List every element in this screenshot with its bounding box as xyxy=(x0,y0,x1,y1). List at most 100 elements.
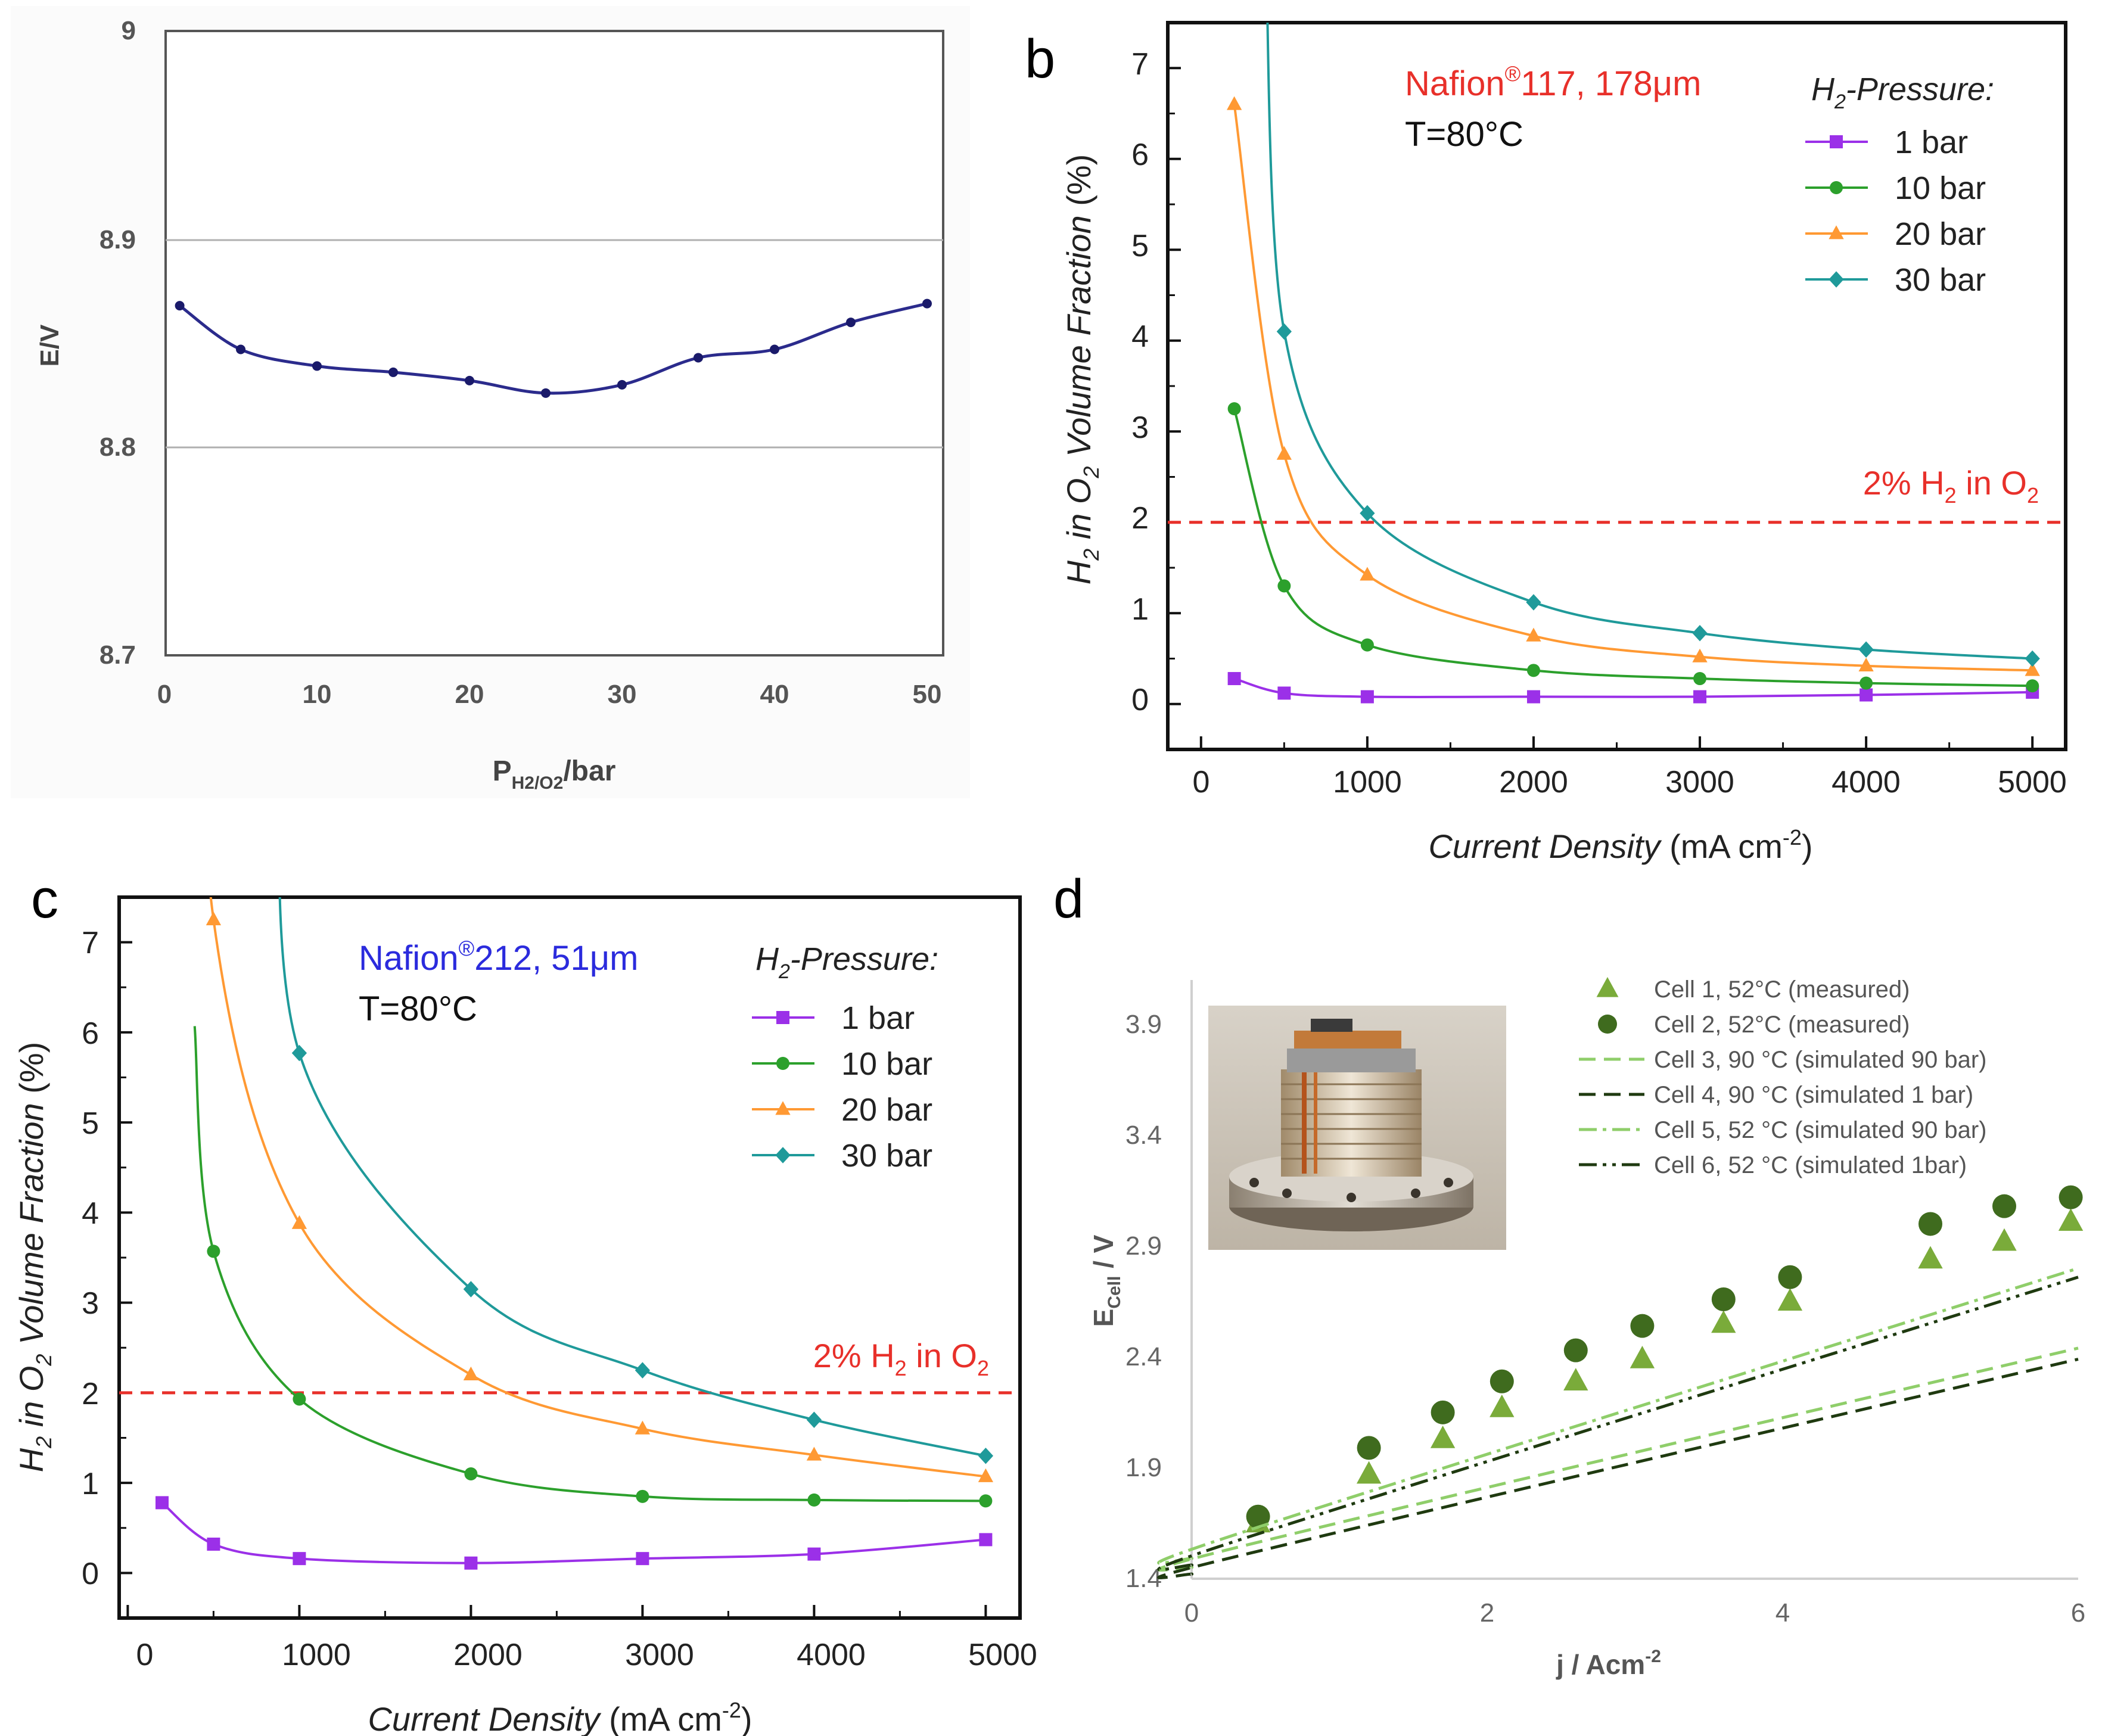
data-point-20-bar xyxy=(291,1215,307,1229)
data-point-30-bar xyxy=(291,1044,307,1062)
x-tick-label: 2000 xyxy=(453,1638,523,1672)
data-point-cell-1 xyxy=(1563,1368,1588,1391)
x-tick-label: 30 xyxy=(608,680,637,709)
x-tick-label: 5000 xyxy=(1998,765,2067,799)
data-point-10-bar xyxy=(636,1489,649,1503)
x-tick-label: 4 xyxy=(1775,1598,1790,1628)
data-point-20-bar xyxy=(1276,446,1292,460)
x-tick-label: 0 xyxy=(1193,765,1210,799)
legend-marker xyxy=(775,1101,791,1115)
legend-title-c: H2-Pressure: xyxy=(755,941,938,983)
data-point-30-bar xyxy=(1692,625,1708,642)
series-line-cell-6 xyxy=(1157,1275,2079,1572)
data-point xyxy=(770,344,779,354)
data-point-20-bar xyxy=(1360,567,1375,581)
x-axis-label-d: j / Acm-2 xyxy=(1556,1647,1661,1680)
data-point-cell-1 xyxy=(1992,1228,2017,1251)
legend-label: 1 bar xyxy=(1895,125,1968,160)
data-point xyxy=(175,301,185,311)
data-point xyxy=(312,361,322,371)
data-point-30-bar xyxy=(806,1411,822,1428)
y-tick-label: 2 xyxy=(82,1377,99,1411)
data-point-cell-1 xyxy=(1918,1246,1943,1269)
legend-title-b: H2-Pressure: xyxy=(1811,71,1994,113)
y-axis-label-d: ECell / V xyxy=(1088,1234,1124,1327)
data-point-1-bar xyxy=(979,1533,993,1547)
legend-label: Cell 6, 52 °C (simulated 1bar) xyxy=(1654,1152,1967,1178)
legend-label: Cell 1, 52°C (measured) xyxy=(1654,976,1910,1003)
x-tick-label: 2000 xyxy=(1499,765,1568,799)
y-tick-labels-b: 0 1 2 3 4 5 6 7 xyxy=(1131,47,1149,717)
x-tick-label: 0 xyxy=(136,1638,154,1672)
data-point-10-bar xyxy=(1227,402,1241,416)
plot-frame-a xyxy=(164,30,944,657)
data-point-cell-1 xyxy=(1490,1394,1515,1417)
y-tick-label: 5 xyxy=(1131,229,1149,263)
series-line-1-bar xyxy=(161,1501,986,1564)
data-point-1-bar xyxy=(1277,686,1291,700)
data-point-cell-2 xyxy=(1778,1265,1802,1289)
x-tick-label: 3000 xyxy=(625,1638,694,1672)
data-point-cell-1 xyxy=(2058,1208,2084,1231)
series-line-20-bar xyxy=(1233,104,2033,672)
data-point-1-bar xyxy=(1227,672,1241,686)
y-tick-label: 8.7 xyxy=(99,640,136,670)
y-tick-label: 0 xyxy=(82,1557,99,1591)
x-tick-label: 10 xyxy=(303,680,332,709)
x-tick-label: 50 xyxy=(913,680,942,709)
data-point-1-bar xyxy=(807,1547,821,1561)
y-tick-label: 3 xyxy=(82,1286,99,1321)
data-point-cell-1 xyxy=(1777,1288,1803,1311)
threshold-label-c: 2% H2 in O2 xyxy=(813,1337,989,1380)
legend-label: 1 bar xyxy=(841,1000,915,1036)
threshold-label-b: 2% H2 in O2 xyxy=(1863,464,2039,508)
x-axis-label-c: Current Density (mA cm-2) xyxy=(368,1698,752,1736)
data-point-cell-1 xyxy=(1430,1426,1456,1448)
data-point-30-bar xyxy=(463,1281,479,1298)
x-tick-label: 5000 xyxy=(968,1638,1037,1672)
data-point-cell-2 xyxy=(1711,1287,1736,1311)
legend-label: Cell 3, 90 °C (simulated 90 bar) xyxy=(1654,1047,1986,1073)
data-point-cell-2 xyxy=(1246,1504,1270,1529)
panel-letter-b: b xyxy=(1025,29,1055,89)
series-line-30-bar xyxy=(1266,23,2033,660)
x-tick-labels-d: 0 2 4 6 xyxy=(1184,1598,2085,1628)
plot-area-a xyxy=(175,298,932,398)
plot-area-d xyxy=(1157,1185,2084,1579)
data-point-1-bar xyxy=(636,1552,649,1566)
legend-marker xyxy=(1829,271,1844,288)
membrane-annotation-b: Nafion®117, 178μm xyxy=(1405,61,1701,103)
data-point-1-bar xyxy=(1360,690,1374,704)
x-tick-label: 4000 xyxy=(797,1638,866,1672)
legend-label: Cell 4, 90 °C (simulated 1 bar) xyxy=(1654,1082,1973,1108)
data-point-cell-2 xyxy=(1992,1194,2016,1218)
data-point xyxy=(236,344,245,354)
legend-marker xyxy=(775,1147,791,1163)
data-point xyxy=(465,375,474,385)
legend-marker xyxy=(1830,135,1843,148)
panel-a: a 9 8.9 8.8 8.7 0 10 20 30 40 50 E/V PH2… xyxy=(11,6,970,798)
data-point-20-bar xyxy=(206,911,222,926)
data-point-10-bar xyxy=(207,1245,220,1258)
ticks-c xyxy=(119,896,987,1618)
panel-letter-c: c xyxy=(31,869,58,929)
panel-d: d 1.4 1.9 2.4 2.9 3.4 3.9 0 2 4 6 j / Ac… xyxy=(1053,869,2085,1680)
x-axis-label-a: PH2/O2/bar xyxy=(493,755,616,793)
legend-label: 10 bar xyxy=(1895,170,1986,206)
x-tick-label: 1000 xyxy=(282,1638,351,1672)
series-line-10-bar xyxy=(1233,408,2033,687)
data-point-10-bar xyxy=(1860,676,1873,690)
data-point-cell-2 xyxy=(1490,1369,1514,1393)
data-point-20-bar xyxy=(2025,662,2040,676)
data-point-1-bar xyxy=(1526,690,1540,704)
x-tick-label: 3000 xyxy=(1665,765,1734,799)
data-point-cell-2 xyxy=(1630,1314,1655,1338)
data-point-cell-2 xyxy=(1563,1338,1588,1362)
series-line-20-bar xyxy=(209,897,986,1478)
y-tick-label: 1.4 xyxy=(1125,1564,1162,1593)
data-point-cell-2 xyxy=(1918,1212,1942,1236)
data-point-30-bar xyxy=(1276,323,1292,340)
legend-label: 20 bar xyxy=(1895,216,1986,252)
y-tick-labels-a: 9 8.9 8.8 8.7 xyxy=(99,16,136,670)
y-tick-label: 2.9 xyxy=(1125,1231,1162,1261)
